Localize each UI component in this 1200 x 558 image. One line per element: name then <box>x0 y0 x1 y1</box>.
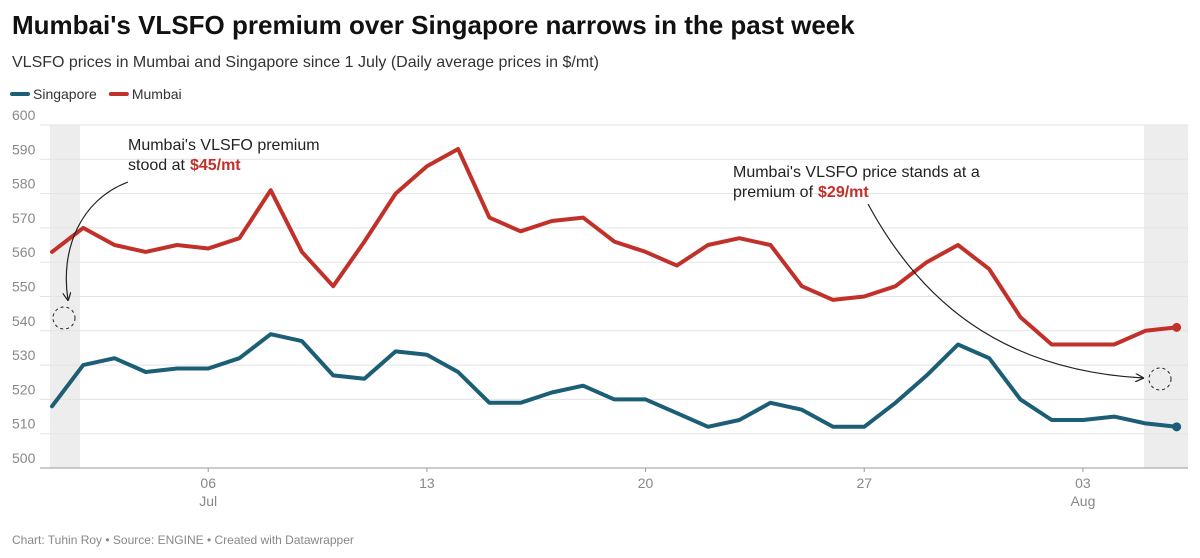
x-tick-month: Jul <box>199 493 217 509</box>
series-line <box>50 147 1179 347</box>
annotation: Mumbai's VLSFO price stands at a <box>733 164 980 181</box>
annotation-highlight: $29/mt <box>818 184 869 201</box>
legend-label: Singapore <box>33 86 97 102</box>
annotation: Mumbai's VLSFO premium <box>128 137 320 154</box>
x-tick-label: 20 <box>638 475 654 491</box>
x-tick-label: 06 <box>200 475 216 491</box>
annotation-text: premium of <box>733 184 814 201</box>
grid: 500 510 520 530 540 550 560 570 580 590 600 06 Jul 13… <box>12 107 1188 509</box>
end-point <box>1172 422 1182 432</box>
annotation-arrow <box>867 203 1143 378</box>
chart-subtitle: VLSFO prices in Mumbai and Singapore sin… <box>12 54 599 71</box>
annotation-highlight: $45/mt <box>190 157 241 174</box>
annotation: stood at $45/mt <box>128 157 241 174</box>
annotation-circle <box>1148 367 1172 391</box>
x-tick-label: 13 <box>419 475 435 491</box>
y-tick-label: 540 <box>12 313 36 329</box>
y-tick-label: 530 <box>12 347 36 363</box>
y-tick-label: 600 <box>12 107 36 123</box>
y-tick-label: 520 <box>12 381 36 397</box>
y-tick-label: 500 <box>12 450 36 466</box>
end-point <box>1172 322 1182 332</box>
annotation-arrow <box>66 181 129 300</box>
y-tick-label: 550 <box>12 279 36 295</box>
annotation-text: Mumbai's VLSFO premium <box>128 137 320 154</box>
y-tick-label: 590 <box>12 141 36 157</box>
annotation-circle <box>52 306 76 330</box>
source-note: Chart: Tuhin Roy • Source: ENGINE • Crea… <box>12 533 354 547</box>
chart-title: Mumbai's VLSFO premium over Singapore na… <box>12 10 855 40</box>
y-tick-label: 570 <box>12 210 36 226</box>
y-tick-label: 560 <box>12 244 36 260</box>
x-tick-label: 03 <box>1075 475 1091 491</box>
x-tick-month: Aug <box>1070 493 1095 509</box>
y-tick-label: 580 <box>12 176 36 192</box>
x-tick-label: 27 <box>856 475 872 491</box>
annotation-text: stood at <box>128 157 185 174</box>
y-tick-label: 510 <box>12 416 36 432</box>
legend-label: Mumbai <box>132 86 182 102</box>
annotation: premium of $29/mt <box>733 184 869 201</box>
series-line <box>50 332 1179 429</box>
plot <box>50 147 1182 432</box>
annotation-text: Mumbai's VLSFO price stands at a <box>733 164 980 181</box>
